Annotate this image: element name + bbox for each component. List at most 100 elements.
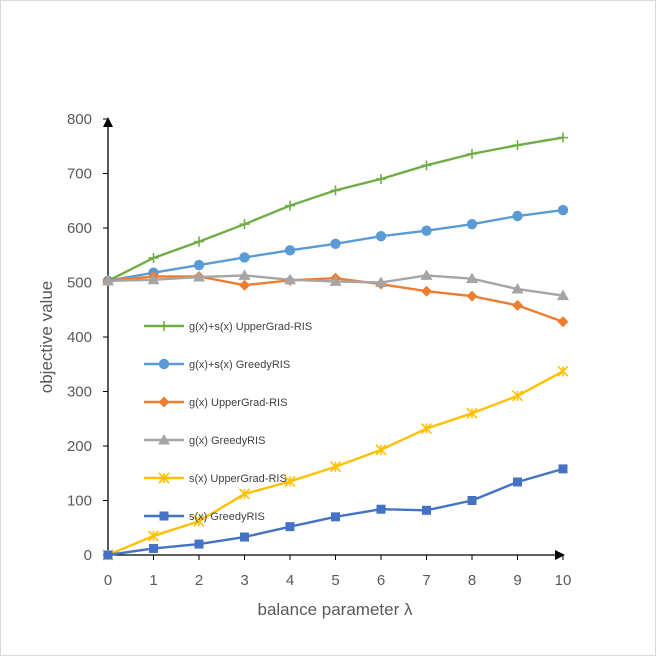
legend-swatch-marker — [159, 511, 169, 521]
data-point — [511, 390, 524, 402]
data-point — [330, 238, 341, 250]
data-point — [284, 245, 296, 256]
data-point — [194, 236, 204, 247]
data-point — [329, 461, 342, 473]
data-point — [239, 279, 250, 291]
series-line — [107, 136, 564, 282]
data-point — [375, 444, 387, 456]
data-point — [193, 271, 205, 282]
data-point — [284, 273, 296, 285]
data-point — [421, 160, 432, 171]
data-point — [466, 407, 478, 419]
legend: g(x)+s(x) UpperGrad-RIS g(x)+s(x) GreedyR… — [144, 321, 312, 523]
data-point — [512, 299, 523, 311]
data-point — [285, 522, 295, 532]
series-group — [103, 464, 568, 560]
x-tick-label: 8 — [468, 572, 476, 589]
x-tick-label: 3 — [240, 572, 248, 589]
legend-swatch-marker — [158, 358, 170, 370]
legend-swatch-marker — [158, 472, 170, 484]
data-point — [193, 259, 205, 271]
legend-label: g(x)+s(x) UpperGrad-RIS — [189, 321, 312, 333]
data-point — [466, 272, 478, 284]
x-tick-label: 1 — [149, 572, 157, 589]
data-point — [512, 140, 523, 151]
y-tick-label: 0 — [84, 547, 92, 564]
data-point — [422, 505, 431, 515]
data-point — [329, 275, 342, 286]
legend-label: s(x) GreedyRIS — [189, 511, 265, 523]
y-axis-title: objective value — [37, 281, 56, 393]
y-tick-label: 400 — [67, 329, 92, 346]
y-tick-label: 200 — [67, 438, 92, 455]
data-point — [466, 290, 478, 302]
data-point — [466, 218, 478, 230]
legend-label: g(x) GreedyRIS — [189, 435, 265, 447]
legend-swatch-marker — [158, 434, 170, 445]
data-point — [513, 477, 522, 487]
data-point — [557, 204, 569, 216]
data-point — [238, 488, 251, 500]
data-point — [467, 148, 477, 159]
data-point — [284, 475, 296, 487]
x-tick-label: 9 — [513, 572, 521, 589]
data-point — [147, 530, 160, 542]
data-point — [102, 274, 114, 286]
series-group — [102, 365, 569, 561]
data-point — [103, 550, 113, 560]
data-point — [421, 285, 432, 297]
x-tick-label: 6 — [377, 572, 385, 589]
data-point — [420, 422, 433, 435]
data-point — [512, 210, 523, 222]
data-point — [330, 185, 341, 196]
x-tick-label: 5 — [331, 572, 339, 589]
legend-swatch-marker — [158, 396, 170, 408]
y-tick-label: 100 — [67, 493, 92, 510]
data-point — [557, 316, 569, 328]
data-point — [331, 512, 340, 522]
series-line — [107, 467, 564, 557]
data-point — [557, 289, 569, 301]
x-tick-label: 10 — [555, 572, 572, 589]
legend-label: s(x) UpperGrad-RIS — [189, 473, 287, 485]
x-axis-arrow — [555, 550, 565, 560]
y-tick-label: 600 — [67, 220, 92, 237]
data-point — [557, 365, 569, 377]
legend-swatch-marker — [159, 321, 169, 331]
legend-label: g(x)+s(x) GreedyRIS — [189, 359, 290, 371]
data-point — [238, 269, 251, 280]
data-point — [467, 496, 477, 505]
data-point — [193, 515, 205, 527]
data-point — [511, 283, 524, 294]
data-point — [239, 219, 250, 230]
data-point — [148, 252, 159, 263]
data-point — [285, 200, 295, 211]
y-tick-label: 300 — [67, 384, 92, 401]
x-tick-label: 0 — [104, 572, 112, 589]
data-point — [375, 230, 387, 242]
x-axis-title: balance parameter λ — [258, 600, 413, 619]
y-tick-label: 500 — [67, 275, 92, 292]
legend-label: g(x) UpperGrad-RIS — [189, 397, 287, 409]
data-point — [420, 269, 433, 280]
data-point — [558, 464, 568, 474]
data-point — [147, 273, 160, 285]
y-tick-label: 800 — [67, 111, 92, 128]
data-point — [194, 539, 204, 549]
series-group — [102, 269, 569, 301]
x-tick-label: 4 — [286, 572, 294, 589]
data-point — [149, 543, 158, 553]
x-tick-label: 2 — [195, 572, 203, 589]
y-axis-arrow — [103, 117, 113, 127]
data-point — [376, 504, 386, 514]
data-point — [558, 132, 568, 143]
data-point — [376, 173, 386, 184]
data-point — [375, 276, 387, 287]
data-point — [239, 252, 250, 263]
y-tick-label: 700 — [67, 166, 92, 183]
x-tick-label: 7 — [422, 572, 430, 589]
series-group — [103, 132, 568, 286]
data-point — [240, 532, 249, 542]
